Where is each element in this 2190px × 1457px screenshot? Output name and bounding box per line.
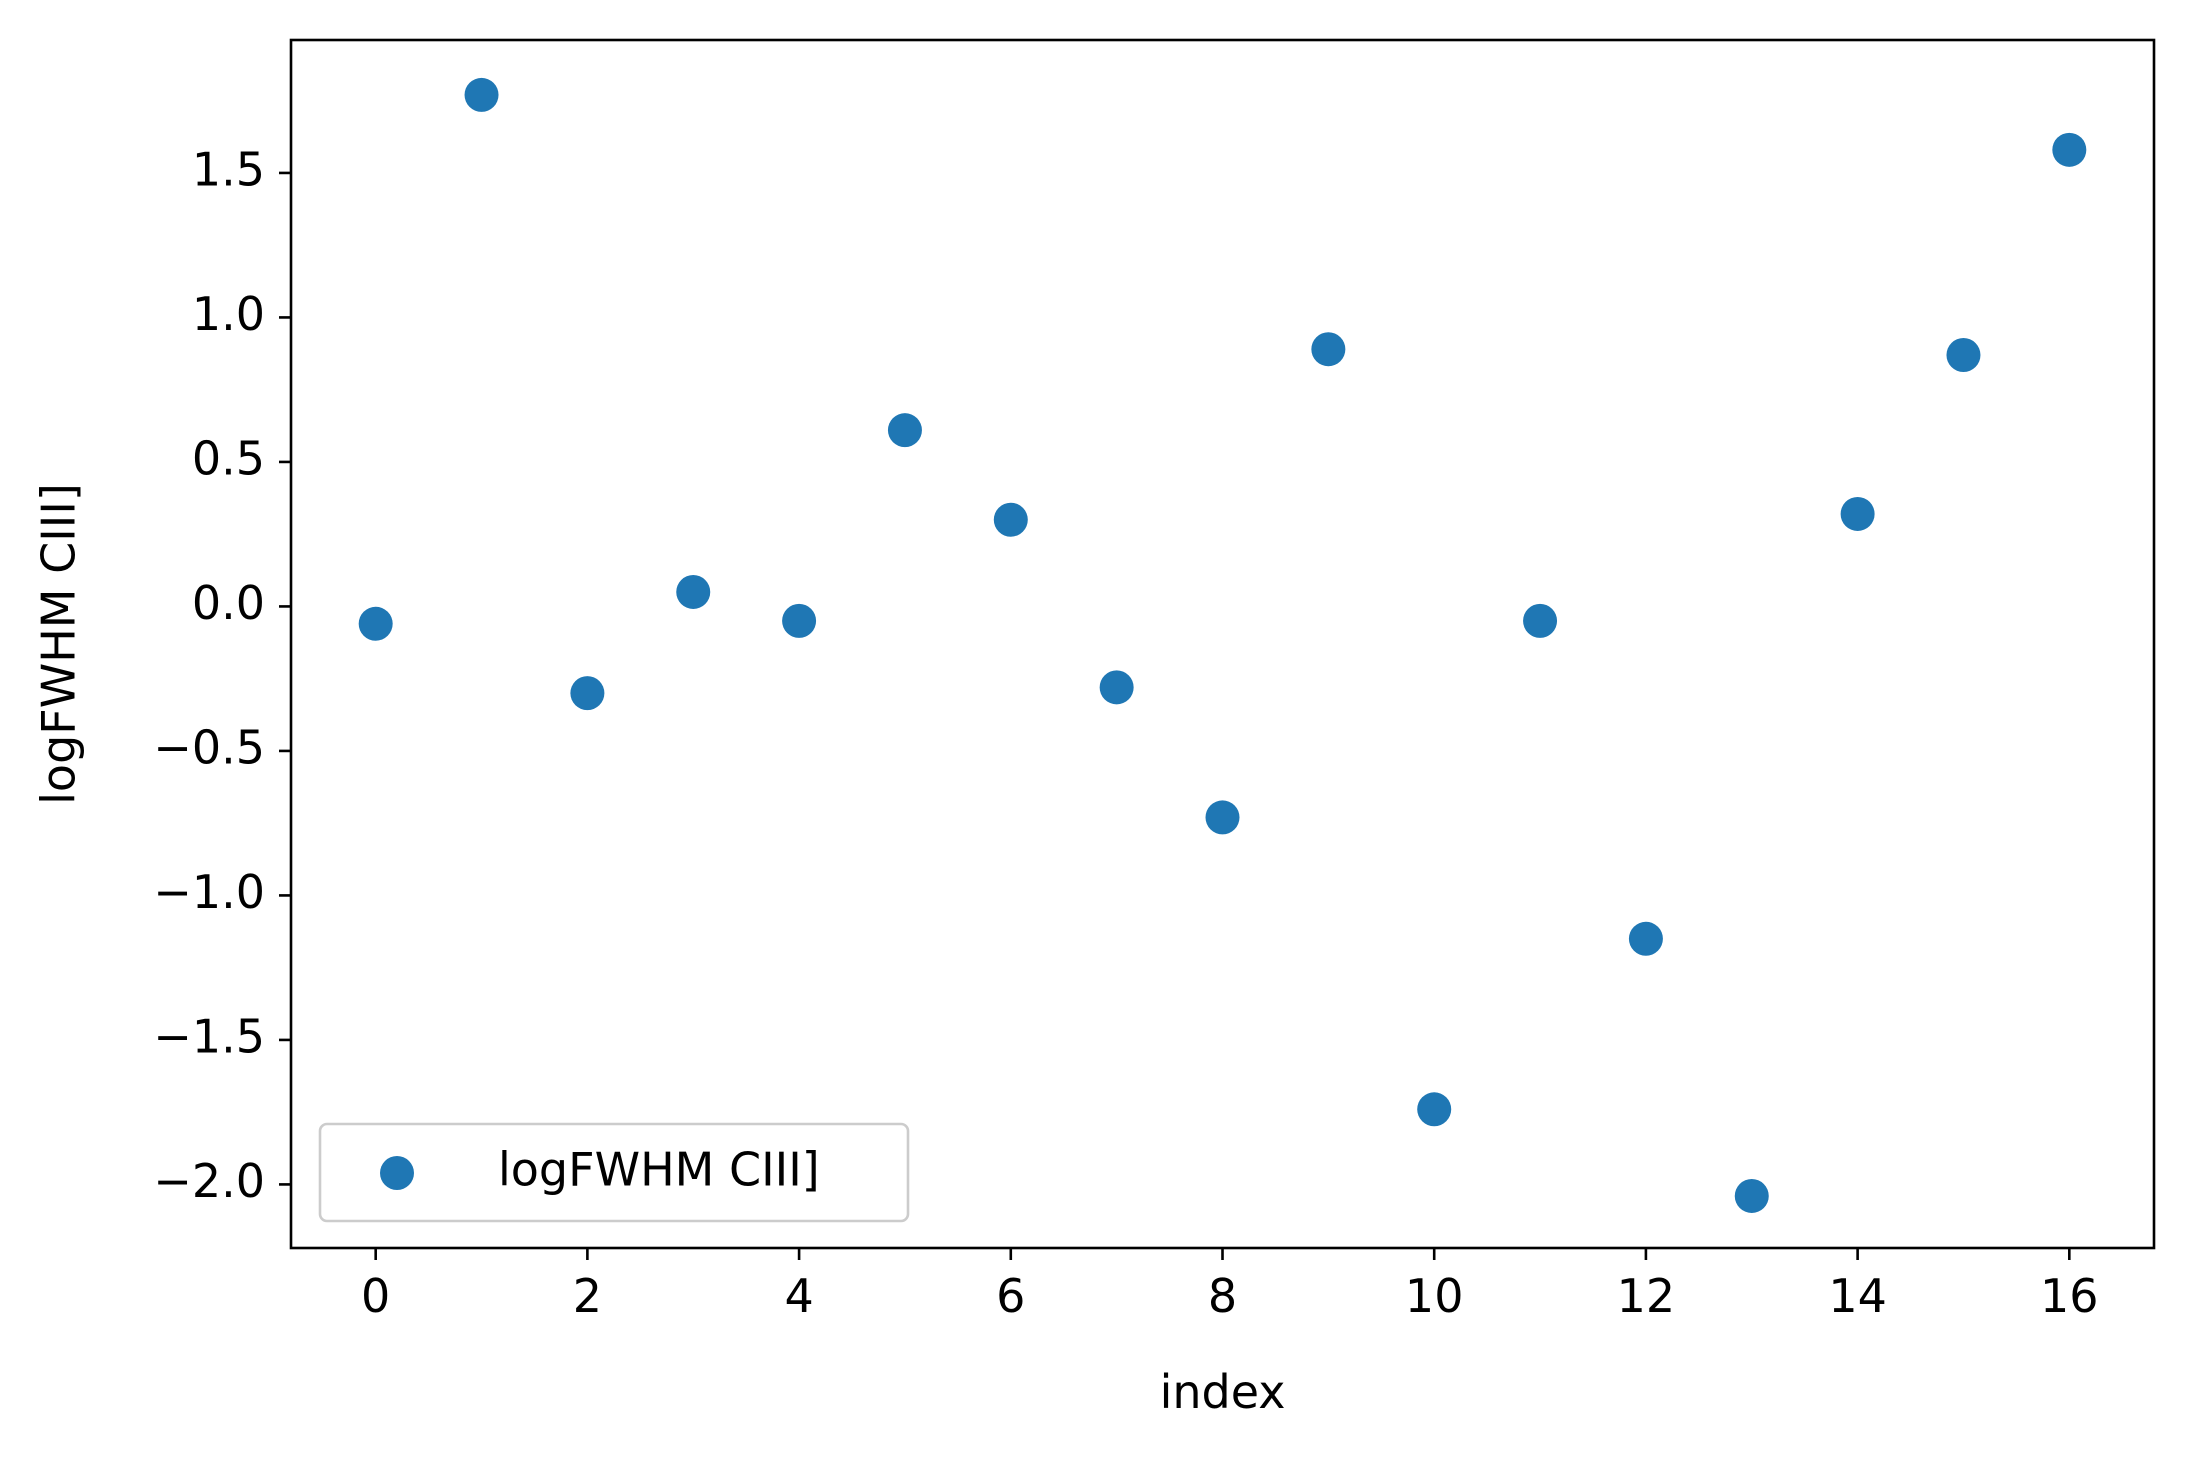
data-point — [358, 606, 393, 641]
data-point — [887, 413, 922, 448]
x-tick-label: 2 — [573, 1269, 602, 1323]
x-tick-label: 0 — [361, 1269, 390, 1323]
data-point — [993, 502, 1028, 537]
data-point — [1840, 496, 1875, 531]
data-point — [1628, 921, 1663, 956]
legend-box — [318, 1122, 910, 1223]
y-tick-label: 1.5 — [192, 142, 265, 196]
legend-label: logFWHM CIII] — [498, 1143, 820, 1197]
x-axis-label: index — [1160, 1365, 1286, 1419]
x-tick-label: 14 — [1828, 1269, 1887, 1323]
x-tick-label: 16 — [2040, 1269, 2099, 1323]
data-point — [676, 574, 711, 609]
y-tick-label: −2.0 — [153, 1154, 265, 1208]
x-tick-label: 6 — [996, 1269, 1025, 1323]
x-tick-label: 12 — [1617, 1269, 1676, 1323]
legend-marker — [380, 1156, 414, 1190]
data-point — [782, 603, 817, 638]
data-point — [1417, 1092, 1452, 1127]
data-point — [1946, 338, 1981, 373]
x-tick-label: 4 — [784, 1269, 813, 1323]
data-point — [1734, 1178, 1769, 1213]
data-point — [1523, 603, 1558, 638]
legend: logFWHM CIII] — [318, 1122, 910, 1223]
y-tick-label: −1.0 — [153, 865, 265, 919]
y-tick-label: 1.0 — [192, 287, 265, 341]
y-tick-label: 0.5 — [192, 431, 265, 485]
data-point — [570, 676, 605, 711]
y-tick-label: −1.5 — [153, 1009, 265, 1063]
data-points — [358, 77, 2087, 1213]
x-axis: 0 2 4 6 8 10 12 14 16 — [361, 1248, 2099, 1323]
x-tick-label: 8 — [1208, 1269, 1237, 1323]
data-point — [1205, 800, 1240, 835]
data-point — [2052, 132, 2087, 167]
y-axis-label: logFWHM CIII] — [32, 483, 86, 805]
x-tick-label: 10 — [1405, 1269, 1464, 1323]
y-tick-label: 0.0 — [192, 576, 265, 630]
y-axis: −2.0 −1.5 −1.0 −0.5 0.0 0.5 1.0 1.5 — [153, 142, 291, 1208]
data-point — [1099, 670, 1134, 705]
y-tick-label: −0.5 — [153, 720, 265, 774]
data-point — [464, 77, 499, 112]
data-point — [1311, 332, 1346, 367]
